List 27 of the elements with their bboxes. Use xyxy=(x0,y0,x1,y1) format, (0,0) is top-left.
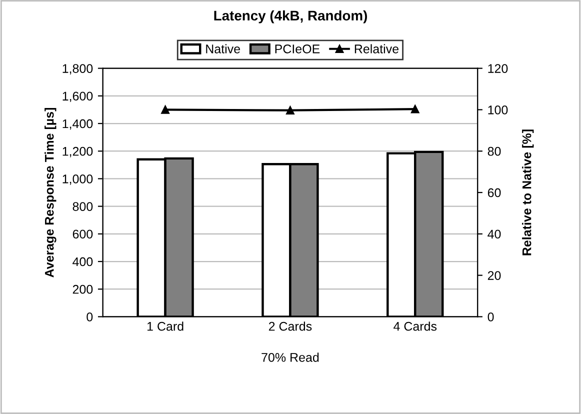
y-tick-label: 0 xyxy=(86,312,93,322)
y2-tick-label: 60 xyxy=(488,188,501,198)
y-tick-label: 200 xyxy=(72,284,93,294)
y2-tick-label: 80 xyxy=(488,146,501,156)
y2-tick-label: 100 xyxy=(488,106,508,114)
y-tick-label: 1,200 xyxy=(62,146,93,158)
y2-tick-label: 20 xyxy=(488,271,501,280)
y-tick-label: 1,000 xyxy=(62,174,93,185)
y-tick-label: 1,800 xyxy=(62,64,93,74)
y-axis-title: Average Response Time [µs] xyxy=(44,108,56,278)
chart-title: Latency (4kB, Random) xyxy=(214,10,367,24)
y-tick-label: 800 xyxy=(72,202,93,211)
x-tick-label: 4 Cards xyxy=(394,322,437,331)
y2-tick-label: 40 xyxy=(488,230,501,239)
y-tick-label: 400 xyxy=(72,257,93,266)
y-tick-label: 600 xyxy=(72,230,93,239)
x-axis-title: 70% Read xyxy=(262,352,319,362)
x-tick-label: 2 Cards xyxy=(268,322,312,331)
y-tick-label: 1,600 xyxy=(62,92,93,102)
y2-axis-title: Relative to Native [%] xyxy=(522,130,534,256)
x-tick-label: 1 Card xyxy=(147,322,184,331)
legend-label: Relative xyxy=(354,44,398,54)
legend-label: Native xyxy=(206,44,240,54)
y2-tick-label: 0 xyxy=(488,312,494,322)
y-tick-label: 1,400 xyxy=(62,119,93,130)
legend-label: PCIeOE xyxy=(275,44,320,54)
y2-tick-label: 120 xyxy=(488,64,508,73)
